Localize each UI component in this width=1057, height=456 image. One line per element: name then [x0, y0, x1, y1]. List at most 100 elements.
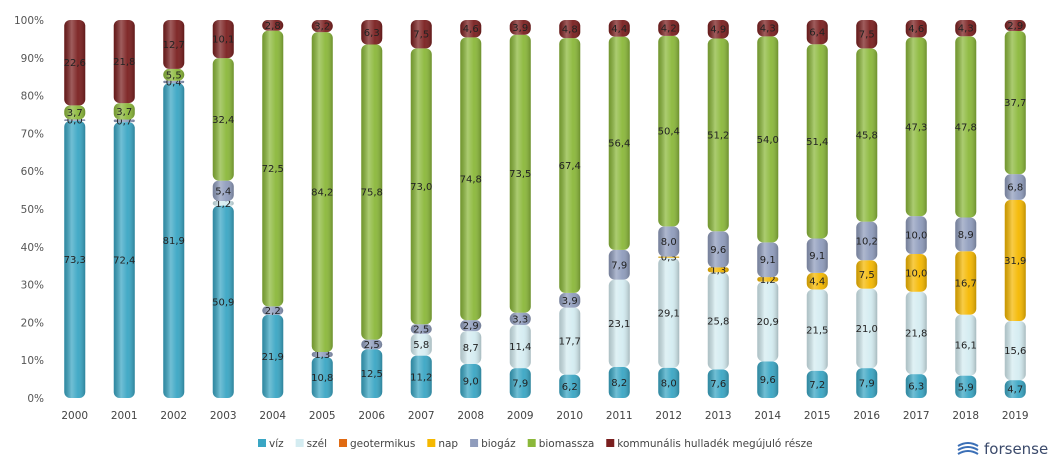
data-label-2009-4: 3,3: [512, 314, 528, 325]
bar-segment-shade: [559, 20, 581, 39]
bar-segment-shade: [1004, 320, 1026, 381]
x-tick-label: 2002: [160, 410, 187, 422]
data-label-2017-4: 10,0: [905, 231, 927, 242]
bar-segment-shade: [1004, 31, 1026, 175]
bar-segment-shade: [311, 356, 333, 398]
data-label-2017-0: 6,3: [908, 382, 924, 393]
bar-segment-shade: [559, 374, 581, 398]
bar-stack-2001: 72,4 0,73,7 21,8: [113, 20, 135, 398]
x-tick-label: 2003: [210, 410, 237, 422]
x-tick-label: 2019: [1002, 410, 1029, 422]
y-tick-label: 70%: [21, 128, 44, 140]
bar-segment-shade: [410, 48, 432, 325]
data-label-2017-6: 4,6: [908, 24, 924, 35]
y-tick-label: 20%: [21, 317, 44, 329]
data-label-2005-0: 10,8: [311, 373, 333, 384]
data-label-2000-6: 22,6: [64, 58, 86, 69]
bar-segment-shade: [509, 312, 531, 326]
bar-segment-shade: [212, 205, 234, 398]
data-label-2018-5: 47,8: [955, 122, 977, 133]
data-label-2014-4: 9,1: [760, 255, 776, 266]
bar-segment-shade: [559, 307, 581, 375]
data-label-2013-6: 4,9: [710, 25, 726, 36]
data-label-2017-5: 47,3: [905, 122, 927, 133]
bar-stack-2003: 50,9 1,2 5,4 32,4 10,1: [212, 20, 234, 398]
data-label-2019-0: 4,7: [1007, 385, 1023, 396]
bar-segment-shade: [856, 20, 878, 49]
bar-segment-shade: [905, 253, 927, 292]
forsense-logo: forsense: [957, 440, 1048, 456]
data-label-2010-5: 67,4: [559, 161, 581, 172]
bar-segment-shade: [262, 306, 284, 315]
bar-segment-shade: [905, 37, 927, 217]
data-label-2006-5: 75,8: [361, 188, 383, 199]
data-label-2012-5: 50,4: [658, 127, 680, 138]
data-label-2002-4: 0,4: [166, 77, 182, 88]
bar-stack-2002: 81,9 0,45,5 12,7: [163, 20, 185, 398]
data-label-2004-6: 2,8: [265, 21, 281, 32]
legend-swatch-0: [258, 439, 266, 447]
bar-segment-shade: [955, 314, 977, 376]
bar-segment-shade: [262, 314, 284, 398]
bar-segment-shade: [806, 44, 828, 239]
legend: víz szél geotermikus nap biogáz biomassza komm…: [258, 438, 813, 450]
data-label-2010-4: 3,9: [562, 296, 578, 307]
bar-segment-shade: [658, 256, 680, 258]
bar-segment-shade: [955, 251, 977, 315]
bar-segment-shade: [1004, 174, 1026, 200]
bar-segment-shade: [163, 68, 185, 81]
legend-label-0: víz: [269, 438, 284, 450]
bar-stack-2005: 10,8 1,3 84,2 3,2: [311, 20, 333, 398]
y-tick-label: 0%: [27, 393, 44, 405]
data-label-2012-0: 8,0: [661, 378, 677, 389]
bar-segment-shade: [658, 367, 680, 398]
data-label-2009-1: 11,4: [509, 342, 531, 353]
data-label-2003-0: 50,9: [212, 297, 234, 308]
x-axis: 2000 2001 2002 2003 2004 2005 2006 2007 2008 2009…: [61, 410, 1028, 422]
data-label-2000-4: 0,0: [67, 116, 83, 127]
data-label-2019-3: 31,9: [1004, 256, 1026, 267]
bar-segment-shade: [905, 374, 927, 398]
data-label-2008-4: 2,9: [463, 321, 479, 332]
data-label-2014-0: 9,6: [760, 375, 776, 386]
data-label-2010-0: 6,2: [562, 382, 578, 393]
legend-label-3: nap: [438, 438, 458, 450]
data-label-2015-5: 51,4: [806, 137, 828, 148]
data-label-2018-1: 16,1: [955, 341, 977, 352]
data-label-2012-3: 0,3: [661, 253, 677, 264]
bar-stack-2019: 4,7 15,6 31,9 6,8 37,7 2,9: [1004, 20, 1026, 398]
data-label-2016-6: 7,5: [859, 30, 875, 41]
data-label-2006-0: 12,5: [361, 369, 383, 380]
bar-segment-shade: [1004, 199, 1026, 321]
bar-segment-shade: [113, 119, 135, 123]
bar-stack-2007: 11,2 5,8 2,5 73,0 7,5: [410, 20, 432, 398]
bar-segment-shade: [410, 324, 432, 334]
data-label-2003-6: 10,1: [212, 35, 234, 46]
bar-segment-shade: [806, 272, 828, 290]
data-label-2019-6: 2,9: [1007, 21, 1023, 32]
data-label-2001-0: 72,4: [113, 256, 135, 267]
y-tick-label: 30%: [21, 280, 44, 292]
data-label-2014-1: 20,9: [757, 317, 779, 328]
data-label-2013-4: 9,6: [710, 245, 726, 256]
x-tick-label: 2007: [408, 410, 435, 422]
bar-segment-shade: [262, 30, 284, 307]
y-tick-label: 10%: [21, 355, 44, 367]
bar-segment-shade: [856, 368, 878, 398]
bar-stack-2015: 7,2 21,5 4,4 9,1 51,4 6,4: [806, 20, 828, 398]
data-label-2003-1: 1,2: [215, 199, 231, 210]
bar-segment-shade: [361, 349, 383, 398]
bar-segment-shade: [113, 122, 135, 398]
bar-segment-shade: [707, 38, 729, 232]
bar-segment-shade: [856, 288, 878, 369]
bar-segment-shade: [806, 20, 828, 45]
bar-segment-shade: [757, 36, 779, 243]
bar-segment-shade: [955, 217, 977, 252]
y-tick-label: 100%: [14, 15, 44, 27]
data-label-2001-5: 3,7: [116, 107, 132, 118]
bar-stack-2011: 8,2 23,1 7,9 56,4 4,4: [608, 20, 630, 398]
data-label-2002-5: 5,5: [166, 70, 182, 81]
data-label-2016-3: 7,5: [859, 270, 875, 281]
bar-segment-shade: [311, 352, 333, 357]
data-label-2004-5: 72,5: [262, 164, 284, 175]
